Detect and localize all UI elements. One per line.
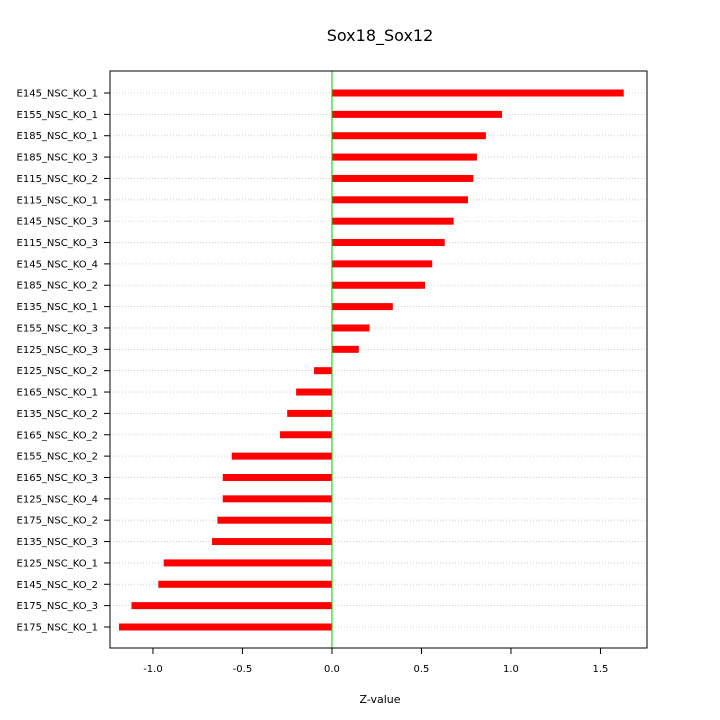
bar-e125-nsc-ko-1 xyxy=(163,559,332,567)
category-label: E185_NSC_KO_2 xyxy=(17,281,98,292)
bar-e185-nsc-ko-1 xyxy=(331,132,486,140)
category-label: E145_NSC_KO_4 xyxy=(17,259,98,270)
x-tick-label: -0.5 xyxy=(233,664,253,675)
bar-e165-nsc-ko-2 xyxy=(280,431,332,439)
bar-e165-nsc-ko-3 xyxy=(222,473,332,481)
bar-e155-nsc-ko-2 xyxy=(231,452,332,460)
bar-e175-nsc-ko-2 xyxy=(217,516,332,524)
category-labels: E145_NSC_KO_1 E155_NSC_KO_1 E185_NSC_KO_1 E… xyxy=(17,89,110,634)
bar-e135-nsc-ko-1 xyxy=(331,303,393,311)
grid-lines xyxy=(110,92,647,628)
bar-e145-nsc-ko-1 xyxy=(331,89,624,97)
bar-e135-nsc-ko-2 xyxy=(287,409,332,417)
category-label: E175_NSC_KO_1 xyxy=(17,623,98,634)
bar-e115-nsc-ko-2 xyxy=(331,174,474,182)
x-tick-label: 1.5 xyxy=(593,664,609,675)
bar-e135-nsc-ko-3 xyxy=(212,538,332,546)
bar-e165-nsc-ko-1 xyxy=(296,388,332,396)
bar-e115-nsc-ko-1 xyxy=(331,196,468,204)
category-label: E135_NSC_KO_2 xyxy=(17,409,98,420)
category-label: E155_NSC_KO_1 xyxy=(17,110,98,121)
category-label: E145_NSC_KO_2 xyxy=(17,580,98,591)
bar-e145-nsc-ko-2 xyxy=(158,580,332,588)
bar-e185-nsc-ko-3 xyxy=(331,153,477,161)
chart-title: Sox18_Sox12 xyxy=(327,26,434,46)
x-tick-label: -1.0 xyxy=(143,664,163,675)
category-label: E115_NSC_KO_1 xyxy=(17,195,98,206)
bar-e145-nsc-ko-4 xyxy=(331,260,433,268)
category-label: E155_NSC_KO_3 xyxy=(17,323,98,334)
category-label: E165_NSC_KO_3 xyxy=(17,473,98,484)
bar-e125-nsc-ko-4 xyxy=(222,495,332,503)
bar-e155-nsc-ko-1 xyxy=(331,110,503,118)
category-label: E125_NSC_KO_4 xyxy=(17,494,98,505)
category-label: E125_NSC_KO_3 xyxy=(17,345,98,356)
bar-e175-nsc-ko-1 xyxy=(118,623,332,631)
category-label: E115_NSC_KO_3 xyxy=(17,238,98,249)
x-axis: -1.0 -0.5 0.0 0.5 1.0 1.5 xyxy=(143,648,608,675)
x-tick-label: 1.0 xyxy=(503,664,519,675)
category-label: E115_NSC_KO_2 xyxy=(17,174,98,185)
bar-e155-nsc-ko-3 xyxy=(331,324,370,332)
category-label: E175_NSC_KO_3 xyxy=(17,601,98,612)
bar-e185-nsc-ko-2 xyxy=(331,281,426,289)
bar-e125-nsc-ko-2 xyxy=(314,367,332,375)
category-label: E125_NSC_KO_2 xyxy=(17,366,98,377)
bar-e125-nsc-ko-3 xyxy=(331,345,359,353)
bar-e145-nsc-ko-3 xyxy=(331,217,454,225)
category-label: E145_NSC_KO_1 xyxy=(17,89,98,100)
category-label: E145_NSC_KO_3 xyxy=(17,217,98,228)
category-label: E185_NSC_KO_1 xyxy=(17,131,98,142)
category-label: E155_NSC_KO_2 xyxy=(17,452,98,463)
category-label: E185_NSC_KO_3 xyxy=(17,153,98,164)
x-tick-label: 0.5 xyxy=(414,664,430,675)
category-label: E165_NSC_KO_1 xyxy=(17,388,98,399)
x-tick-label: 0.0 xyxy=(324,664,340,675)
bar-e115-nsc-ko-3 xyxy=(331,239,445,247)
category-label: E165_NSC_KO_2 xyxy=(17,430,98,441)
category-label: E125_NSC_KO_1 xyxy=(17,558,98,569)
category-label: E175_NSC_KO_2 xyxy=(17,516,98,527)
plot-frame xyxy=(109,70,648,649)
category-label: E135_NSC_KO_3 xyxy=(17,537,98,548)
bars xyxy=(118,89,624,631)
bar-e175-nsc-ko-3 xyxy=(131,602,332,610)
category-label: E135_NSC_KO_1 xyxy=(17,302,98,313)
x-axis-label: Z-value xyxy=(359,693,400,706)
